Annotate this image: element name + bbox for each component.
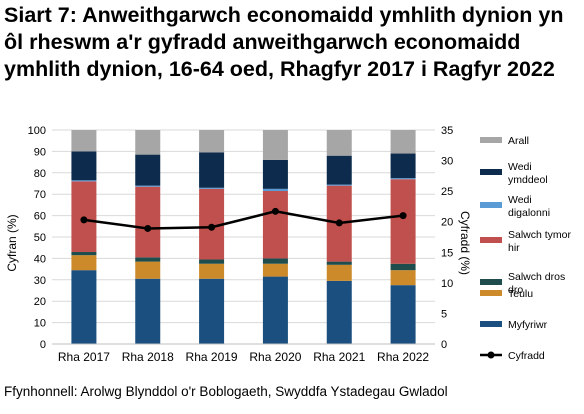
legend-label: Cyfradd xyxy=(508,350,545,362)
bar-segment xyxy=(71,255,97,271)
y-tick-label: 40 xyxy=(34,253,46,265)
bar-segment xyxy=(71,251,97,256)
y-tick-label: 10 xyxy=(34,318,46,330)
right-axis: Cyfradd (%) 0 5 10 15 20 25 30 35 xyxy=(441,125,472,351)
y-tick-label: 30 xyxy=(34,275,46,287)
y-tick-label: 50 xyxy=(34,232,46,244)
gridlines xyxy=(52,129,435,345)
bar-segment xyxy=(262,188,288,191)
legend-swatch xyxy=(480,169,502,175)
legend-label: Salwch dros dro xyxy=(508,271,565,296)
bar-segment xyxy=(390,263,416,271)
bar-segment xyxy=(390,270,416,286)
rate-point xyxy=(335,219,343,227)
legend-swatch xyxy=(480,237,502,243)
y-tick-label: 0 xyxy=(40,339,46,351)
x-tick-label: Rha 2019 xyxy=(186,350,238,364)
bar-segment xyxy=(135,278,161,344)
bar-segment xyxy=(326,280,352,344)
source-note: Ffynhonnell: Arolwg Blynddol o'r Bobloga… xyxy=(4,384,448,399)
bar-segment xyxy=(71,180,97,182)
legend-label: Wedi digalonni xyxy=(508,194,550,219)
legend-label: Myfyriwr xyxy=(508,319,548,331)
y-tick-label: 80 xyxy=(34,168,46,180)
x-tick-label: Rha 2020 xyxy=(249,350,301,364)
bar-segment xyxy=(262,258,288,264)
bar-segment xyxy=(390,153,416,179)
x-tick-label: Rha 2017 xyxy=(58,350,110,364)
y-tick-label: 20 xyxy=(34,296,46,308)
bar-segment xyxy=(71,151,97,181)
y-axis-label: Cyfran (%) xyxy=(5,214,19,271)
bar-segment xyxy=(390,130,416,154)
x-tick-label: Rha 2021 xyxy=(313,350,365,364)
y2-tick-label: 5 xyxy=(441,308,447,320)
bar-segment xyxy=(326,264,352,281)
bar-segment xyxy=(199,152,225,188)
y-tick-label: 90 xyxy=(34,146,46,158)
bar-segment xyxy=(135,186,161,258)
y-tick-label: 100 xyxy=(28,125,46,137)
bar-segment xyxy=(135,257,161,262)
bar-segment xyxy=(326,184,352,186)
bar-segment xyxy=(326,261,352,265)
bar-segment xyxy=(199,130,225,153)
y-tick-label: 60 xyxy=(34,211,46,223)
bar-segment xyxy=(199,187,225,189)
bar-segment xyxy=(326,130,352,156)
legend-swatch xyxy=(480,321,502,327)
bar-segment xyxy=(390,179,416,264)
bar-segment xyxy=(71,270,97,344)
bar-segment xyxy=(199,263,225,279)
y2-tick-label: 0 xyxy=(441,339,447,351)
y2-tick-label: 10 xyxy=(441,278,453,290)
x-tick-label: Rha 2018 xyxy=(122,350,174,364)
bar-segment xyxy=(262,263,288,277)
bar-segment xyxy=(199,259,225,264)
bar-segment xyxy=(262,190,288,259)
rate-point xyxy=(144,224,152,232)
legend-swatch xyxy=(480,279,502,285)
legend-line-marker xyxy=(487,351,495,359)
bar-segment xyxy=(135,154,161,186)
bar-segment xyxy=(135,185,161,187)
legend-swatch xyxy=(480,202,502,208)
y-tick-label: 70 xyxy=(34,189,46,201)
legend-swatch xyxy=(480,137,502,143)
rate-point xyxy=(80,216,88,224)
rate-point xyxy=(271,207,279,215)
legend-label: Wedi ymddeol xyxy=(508,161,548,186)
rate-line xyxy=(80,207,407,232)
y2-axis-label: Cyfradd (%) xyxy=(458,211,472,275)
x-tick-label: Rha 2022 xyxy=(377,350,429,364)
left-axis: Cyfran (%) 0 10 20 30 40 50 60 70 80 90 100 xyxy=(5,125,46,351)
y2-tick-label: 20 xyxy=(441,217,453,229)
bar-segment xyxy=(390,178,416,180)
bar-segment xyxy=(326,155,352,185)
y2-tick-label: 15 xyxy=(441,247,453,259)
bar-segment xyxy=(262,159,288,189)
rate-point xyxy=(399,212,407,220)
legend-label: Teulu xyxy=(508,288,533,300)
legend-label: Salwch tymor hir xyxy=(508,229,572,254)
stacked-bars xyxy=(71,130,416,344)
bar-segment xyxy=(135,261,161,279)
legend-swatch xyxy=(480,290,502,296)
bar-segment xyxy=(390,285,416,344)
bar-segment xyxy=(71,130,97,152)
y2-tick-label: 35 xyxy=(441,125,453,137)
legend-label: Arall xyxy=(508,135,529,147)
bar-segment xyxy=(135,130,161,155)
x-axis: Rha 2017 Rha 2018 Rha 2019 Rha 2020 Rha 2021… xyxy=(52,343,435,364)
rate-point xyxy=(208,223,216,231)
bar-segment xyxy=(262,276,288,344)
y2-tick-label: 30 xyxy=(441,156,453,168)
chart-title: Siart 7: Anweithgarwch economaidd ymhlit… xyxy=(4,3,564,81)
y2-tick-label: 25 xyxy=(441,186,453,198)
bar-segment xyxy=(199,278,225,344)
rate-line-path xyxy=(83,210,404,230)
legend: Arall Wedi ymddeol Wedi digalonni Salwch tymo… xyxy=(480,135,572,362)
bar-segment xyxy=(262,130,288,160)
